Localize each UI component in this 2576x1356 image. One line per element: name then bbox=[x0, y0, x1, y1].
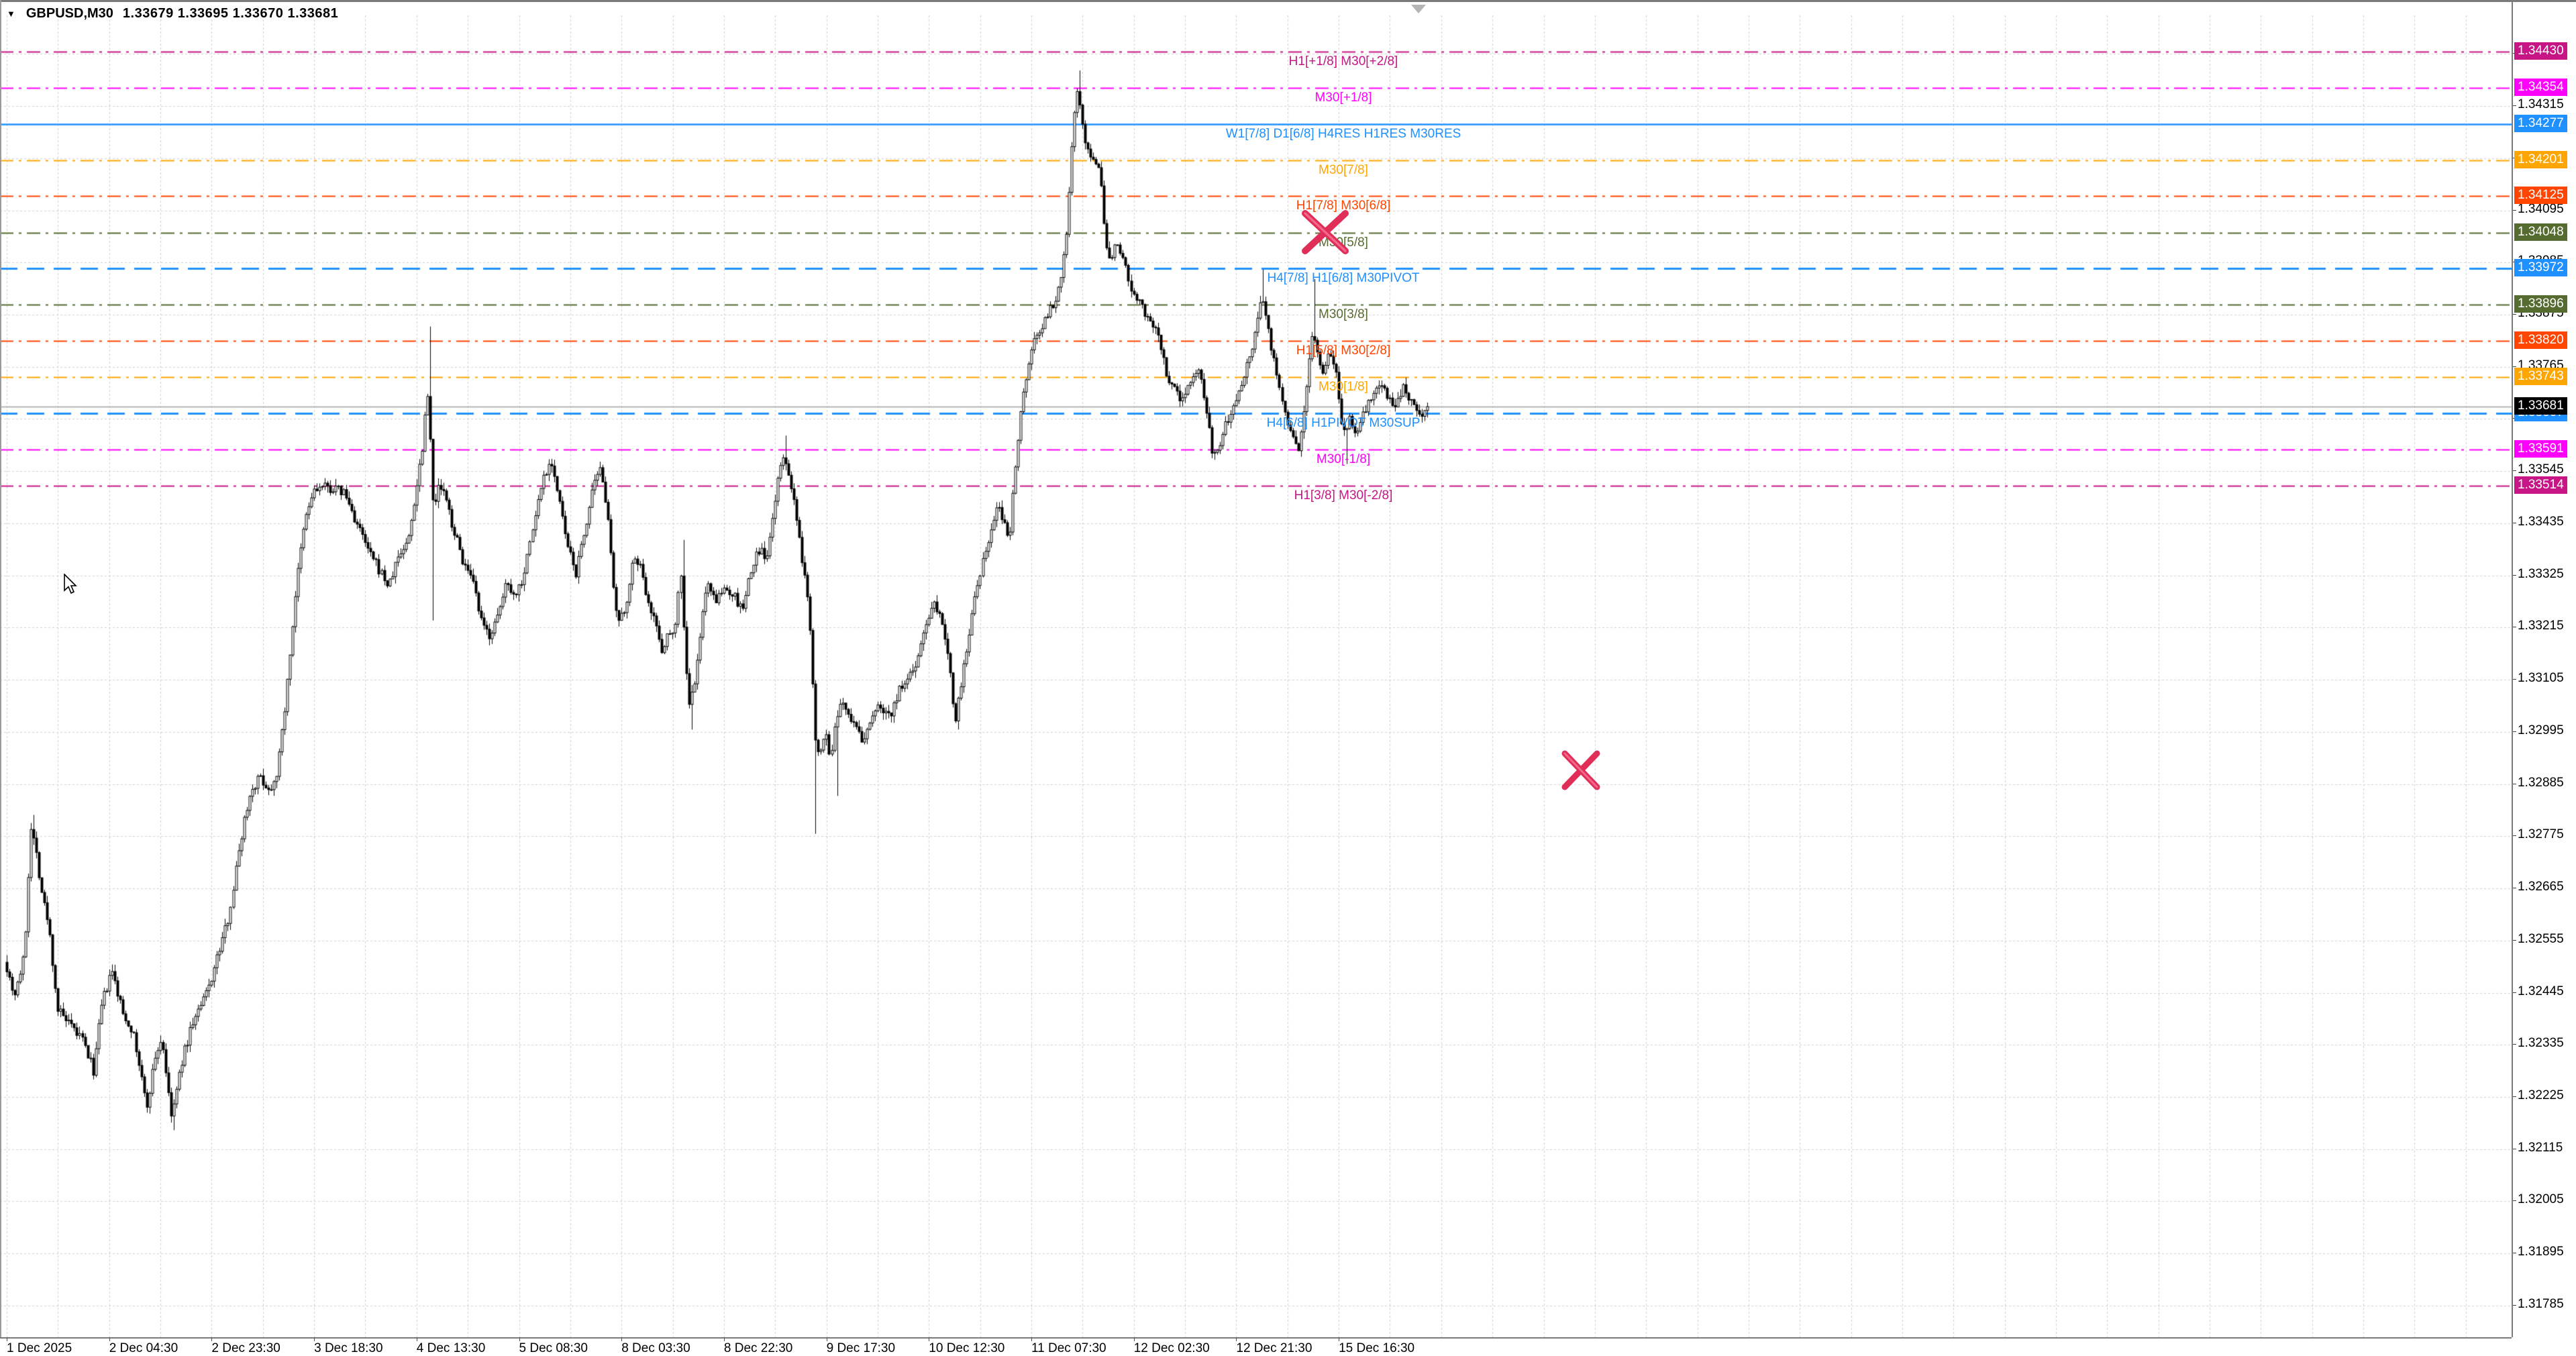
time-axis-tick bbox=[723, 1337, 725, 1341]
murrey-level-label[interactable]: H4[6/8] H1PIVOT M30SUP bbox=[1266, 415, 1421, 430]
time-axis-tick bbox=[211, 1337, 213, 1341]
level-price-label: 1.34048 bbox=[2514, 223, 2567, 241]
price-axis-tick: 1.32225 bbox=[2512, 1088, 2564, 1102]
time-axis-label: 3 Dec 18:30 bbox=[314, 1341, 383, 1355]
level-price-label: 1.33972 bbox=[2514, 259, 2567, 277]
price-axis-tick: 1.32445 bbox=[2512, 984, 2564, 998]
murrey-level-label[interactable]: M30[+1/8] bbox=[1315, 90, 1372, 105]
level-price-label: 1.34354 bbox=[2514, 78, 2567, 96]
time-axis-label: 12 Dec 21:30 bbox=[1236, 1341, 1312, 1355]
mouse-cursor-icon bbox=[64, 574, 77, 594]
chart-shift-marker[interactable] bbox=[1411, 5, 1426, 13]
time-axis-label: 11 Dec 07:30 bbox=[1031, 1341, 1106, 1355]
sell-x-marker-icon[interactable] bbox=[1298, 207, 1352, 258]
chart-title: ▼ GBPUSD,M30 1.33679 1.33695 1.33670 1.3… bbox=[7, 6, 338, 21]
time-axis-label: 9 Dec 17:30 bbox=[826, 1341, 896, 1355]
sell-x-marker-icon[interactable] bbox=[1559, 747, 1603, 793]
time-axis[interactable]: 1 Dec 2025 2 Dec 04:30 2 Dec 23:30 3 Dec 18… bbox=[0, 1337, 2576, 1356]
candlestick-chart-canvas[interactable] bbox=[0, 2, 2512, 1337]
murrey-level-label[interactable]: M30[3/8] bbox=[1319, 307, 1368, 322]
level-price-label: 1.33743 bbox=[2514, 368, 2567, 386]
time-axis-tick bbox=[621, 1337, 623, 1341]
price-axis-tick: 1.32005 bbox=[2512, 1192, 2564, 1207]
murrey-level-label[interactable]: M30[7/8] bbox=[1319, 162, 1368, 177]
price-axis-tick: 1.34095 bbox=[2512, 201, 2564, 216]
price-axis-tick: 1.33215 bbox=[2512, 619, 2564, 633]
price-axis-tick: 1.31785 bbox=[2512, 1296, 2564, 1311]
price-axis-tick: 1.32885 bbox=[2512, 775, 2564, 790]
level-price-label: 1.34277 bbox=[2514, 114, 2567, 132]
level-price-label: 1.34430 bbox=[2514, 42, 2567, 60]
price-axis-tick: 1.31895 bbox=[2512, 1245, 2564, 1259]
time-axis-label: 8 Dec 03:30 bbox=[621, 1341, 690, 1355]
time-axis-tick bbox=[314, 1337, 315, 1341]
price-axis-tick: 1.32335 bbox=[2512, 1036, 2564, 1051]
price-axis-tick: 1.33325 bbox=[2512, 566, 2564, 581]
time-axis-label: 10 Dec 12:30 bbox=[929, 1341, 1005, 1355]
murrey-level-label[interactable]: M30[1/8] bbox=[1319, 380, 1368, 395]
price-axis-tick: 1.32775 bbox=[2512, 827, 2564, 842]
murrey-level-label[interactable]: H1[+1/8] M30[+2/8] bbox=[1288, 54, 1398, 68]
time-axis-tick bbox=[1133, 1337, 1135, 1341]
time-axis-label: 8 Dec 22:30 bbox=[723, 1341, 793, 1355]
murrey-level-label[interactable]: H1[7/8] M30[6/8] bbox=[1296, 199, 1391, 213]
time-axis-label: 2 Dec 04:30 bbox=[109, 1341, 178, 1355]
level-price-label: 1.34201 bbox=[2514, 150, 2567, 168]
time-axis-label: 15 Dec 16:30 bbox=[1339, 1341, 1415, 1355]
level-price-label: 1.33896 bbox=[2514, 295, 2567, 313]
time-axis-tick bbox=[1236, 1337, 1237, 1341]
price-axis-separator bbox=[2512, 2, 2513, 1337]
price-axis-tick: 1.33105 bbox=[2512, 671, 2564, 686]
time-axis-label: 2 Dec 23:30 bbox=[211, 1341, 280, 1355]
window-left-border bbox=[0, 0, 1, 1337]
level-price-label: 1.33820 bbox=[2514, 331, 2567, 349]
price-axis-tick: 1.34315 bbox=[2512, 97, 2564, 112]
time-axis-tick bbox=[519, 1337, 520, 1341]
chart-ohlc-values: 1.33679 1.33695 1.33670 1.33681 bbox=[122, 6, 339, 21]
time-axis-label: 5 Dec 08:30 bbox=[519, 1341, 588, 1355]
price-axis-tick: 1.33435 bbox=[2512, 514, 2564, 529]
price-axis-tick: 1.32555 bbox=[2512, 931, 2564, 946]
level-price-label: 1.33514 bbox=[2514, 476, 2567, 494]
price-axis[interactable]: 1.344251.343151.342051.340951.339851.338… bbox=[2512, 2, 2576, 1337]
time-axis-tick bbox=[1031, 1337, 1032, 1341]
time-axis-tick bbox=[109, 1337, 110, 1341]
window-top-border bbox=[0, 0, 2576, 2]
price-axis-tick: 1.32665 bbox=[2512, 880, 2564, 894]
murrey-level-label[interactable]: H1[5/8] M30[2/8] bbox=[1296, 343, 1391, 358]
price-axis-tick: 1.33545 bbox=[2512, 462, 2564, 477]
murrey-level-label[interactable]: M30[-1/8] bbox=[1316, 452, 1371, 466]
current-price-label: 1.33681 bbox=[2514, 397, 2567, 415]
price-axis-tick: 1.32115 bbox=[2512, 1140, 2563, 1155]
price-axis-tick: 1.32995 bbox=[2512, 723, 2564, 737]
time-axis-separator bbox=[0, 1337, 2512, 1339]
murrey-level-label[interactable]: H4[7/8] H1[6/8] M30PIVOT bbox=[1267, 271, 1420, 286]
ohlc-collapse-icon[interactable]: ▼ bbox=[7, 9, 15, 19]
time-axis-label: 4 Dec 13:30 bbox=[416, 1341, 486, 1355]
level-price-label: 1.34125 bbox=[2514, 187, 2567, 205]
time-axis-label: 1 Dec 2025 bbox=[7, 1341, 72, 1355]
level-price-label: 1.33591 bbox=[2514, 439, 2567, 458]
murrey-level-label[interactable]: H1[3/8] M30[-2/8] bbox=[1294, 488, 1393, 503]
time-axis-label: 12 Dec 02:30 bbox=[1133, 1341, 1210, 1355]
chart-plot-area[interactable]: ▼ GBPUSD,M30 1.33679 1.33695 1.33670 1.3… bbox=[0, 2, 2512, 1337]
chart-symbol-timeframe: GBPUSD,M30 bbox=[25, 6, 113, 21]
murrey-level-label[interactable]: W1[7/8] D1[6/8] H4RES H1RES M30RES bbox=[1225, 126, 1461, 141]
